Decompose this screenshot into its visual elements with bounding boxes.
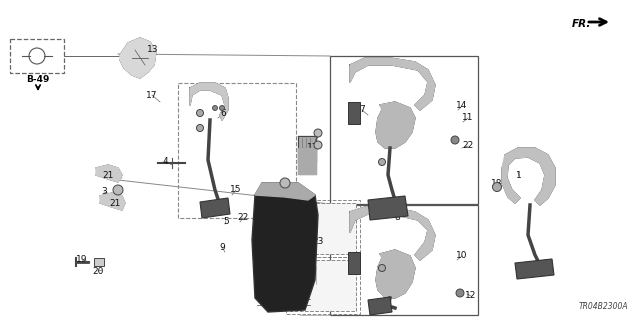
Bar xyxy=(294,264,322,286)
Circle shape xyxy=(113,185,123,195)
Text: 22: 22 xyxy=(462,141,474,150)
Text: 17: 17 xyxy=(307,143,319,153)
Polygon shape xyxy=(200,198,230,218)
Text: 24: 24 xyxy=(300,275,312,284)
Bar xyxy=(348,252,360,274)
Bar xyxy=(290,260,356,311)
Text: 1: 1 xyxy=(516,172,522,180)
Text: 3: 3 xyxy=(101,188,107,196)
Text: 13: 13 xyxy=(147,45,159,54)
Circle shape xyxy=(196,124,204,132)
Polygon shape xyxy=(298,148,316,174)
Text: 7: 7 xyxy=(359,106,365,115)
Circle shape xyxy=(493,182,502,191)
Text: 23: 23 xyxy=(312,237,324,246)
Polygon shape xyxy=(368,297,392,315)
Polygon shape xyxy=(298,136,316,162)
Text: FR.: FR. xyxy=(572,19,591,29)
Circle shape xyxy=(378,158,385,165)
Text: 14: 14 xyxy=(456,101,468,110)
Text: 5: 5 xyxy=(223,217,229,226)
Text: 22: 22 xyxy=(237,213,248,222)
Circle shape xyxy=(378,265,385,271)
Polygon shape xyxy=(502,148,555,205)
Text: 17: 17 xyxy=(147,91,157,100)
Polygon shape xyxy=(100,193,125,210)
Polygon shape xyxy=(96,165,122,182)
Polygon shape xyxy=(376,102,415,148)
Polygon shape xyxy=(376,250,415,298)
Text: B-49: B-49 xyxy=(26,76,50,84)
Text: 6: 6 xyxy=(220,109,226,118)
Text: 21: 21 xyxy=(109,198,121,207)
Circle shape xyxy=(314,129,322,137)
Polygon shape xyxy=(515,259,554,279)
Text: 18: 18 xyxy=(492,179,503,188)
Polygon shape xyxy=(350,58,435,110)
Polygon shape xyxy=(368,196,408,220)
Bar xyxy=(286,257,360,314)
Bar xyxy=(348,102,360,124)
Polygon shape xyxy=(350,207,435,260)
Text: TR04B2300A: TR04B2300A xyxy=(579,302,628,311)
Text: 24: 24 xyxy=(300,262,312,271)
Polygon shape xyxy=(255,183,315,200)
Bar xyxy=(286,200,360,257)
Circle shape xyxy=(196,109,204,116)
Text: 11: 11 xyxy=(462,114,474,123)
Bar xyxy=(330,56,478,204)
Circle shape xyxy=(280,178,290,188)
Polygon shape xyxy=(120,38,156,78)
Text: 16: 16 xyxy=(280,247,292,257)
Text: 9: 9 xyxy=(219,243,225,252)
Polygon shape xyxy=(252,183,318,312)
Text: 12: 12 xyxy=(465,292,477,300)
Text: 4: 4 xyxy=(162,156,168,165)
Polygon shape xyxy=(190,83,228,120)
Text: 21: 21 xyxy=(102,171,114,180)
Text: 15: 15 xyxy=(230,186,242,195)
Bar xyxy=(330,205,478,315)
Bar xyxy=(178,83,296,218)
Bar xyxy=(294,232,314,246)
Bar xyxy=(294,207,322,229)
Text: 8: 8 xyxy=(394,213,400,222)
Bar xyxy=(290,203,356,254)
Text: 24: 24 xyxy=(296,223,308,233)
Circle shape xyxy=(456,289,464,297)
Text: 20: 20 xyxy=(92,267,104,276)
Text: 10: 10 xyxy=(456,252,468,260)
Circle shape xyxy=(212,106,218,110)
Circle shape xyxy=(220,106,225,110)
Circle shape xyxy=(314,141,322,149)
Text: 2: 2 xyxy=(310,156,316,165)
Bar xyxy=(94,258,104,266)
Text: 24: 24 xyxy=(296,212,308,220)
Bar xyxy=(294,289,314,303)
Text: 19: 19 xyxy=(76,255,88,265)
Bar xyxy=(10,39,64,73)
Circle shape xyxy=(451,136,459,144)
